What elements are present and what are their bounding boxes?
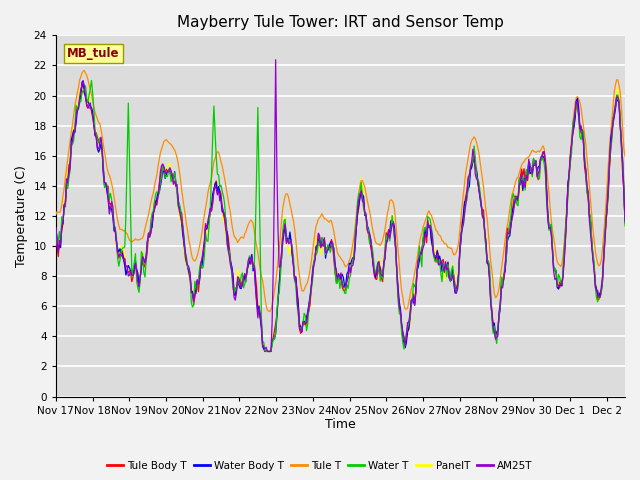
Title: Mayberry Tule Tower: IRT and Sensor Temp: Mayberry Tule Tower: IRT and Sensor Temp xyxy=(177,15,504,30)
Y-axis label: Temperature (C): Temperature (C) xyxy=(15,165,28,267)
Text: MB_tule: MB_tule xyxy=(67,47,120,60)
X-axis label: Time: Time xyxy=(325,419,356,432)
Legend: Tule Body T, Water Body T, Tule T, Water T, PanelT, AM25T: Tule Body T, Water Body T, Tule T, Water… xyxy=(103,456,537,475)
